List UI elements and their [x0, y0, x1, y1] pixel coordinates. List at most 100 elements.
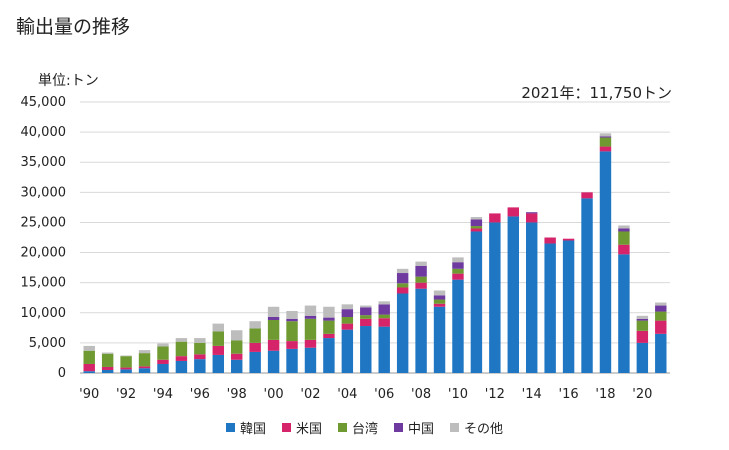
- x-tick-label: '08: [411, 387, 431, 402]
- bar-segment: [655, 333, 667, 373]
- bar-segment: [415, 265, 427, 277]
- x-tick-label: '18: [595, 387, 615, 402]
- bar-segment: [157, 363, 169, 373]
- legend-item: 韓国: [225, 418, 266, 437]
- bar-segment: [341, 323, 354, 330]
- y-tick-label: 0: [58, 366, 66, 381]
- bar-segment: [83, 363, 95, 372]
- y-tick-label: 5,000: [29, 336, 66, 351]
- bar-segment: [452, 262, 464, 269]
- bar-segment: [378, 314, 390, 319]
- bar-segment: [470, 231, 483, 373]
- y-axis: 0 5,000 10,000 15,000 20,000 25,000 30,000 35,0…: [21, 95, 67, 381]
- bar-segment: [323, 306, 335, 318]
- x-tick-label: '10: [448, 387, 468, 402]
- bar-segment: [231, 330, 243, 341]
- bar-segment: [341, 304, 354, 310]
- bar-segment: [360, 305, 372, 308]
- bar-segment: [470, 228, 483, 232]
- legend-swatch: [281, 423, 291, 432]
- bar-segment: [212, 345, 224, 355]
- bar-segment: [212, 323, 224, 332]
- bar-segment: [507, 207, 519, 217]
- bar-segment: [267, 350, 280, 373]
- bar-segment: [323, 320, 335, 334]
- y-tick-label: 20,000: [21, 246, 67, 261]
- chart-title: 輸出量の推移: [16, 16, 131, 38]
- bar-segment: [267, 339, 280, 351]
- bar-segment: [341, 316, 354, 324]
- bar-segment: [286, 310, 298, 319]
- bar-segment: [396, 293, 409, 373]
- bar-segment: [470, 226, 483, 229]
- bar-segment: [655, 305, 667, 312]
- y-tick-label: 40,000: [21, 125, 67, 140]
- bar-segment: [655, 320, 667, 334]
- x-tick-label: '92: [116, 387, 136, 402]
- bar-segment: [396, 283, 409, 288]
- bar-segment: [526, 212, 538, 214]
- bar-segment: [138, 350, 151, 354]
- x-tick-label: '06: [374, 387, 394, 402]
- x-tick-label: '04: [337, 387, 357, 402]
- y-tick-label: 35,000: [21, 155, 67, 170]
- bar-segment: [636, 318, 649, 321]
- bars: [83, 133, 667, 373]
- bar-segment: [544, 237, 556, 244]
- x-tick-label: '14: [522, 387, 542, 402]
- bar-segment: [231, 359, 243, 373]
- bar-segment: [452, 268, 464, 274]
- bar-segment: [599, 146, 612, 152]
- bar-segment: [267, 320, 280, 340]
- x-tick-label: '98: [227, 387, 247, 402]
- legend-item: 中国: [394, 418, 434, 437]
- unit-label: 単位:トン: [38, 73, 99, 89]
- bar-segment: [194, 338, 206, 343]
- x-tick-label: '94: [153, 387, 173, 402]
- bar-segment: [378, 318, 390, 327]
- bar-segment: [341, 329, 354, 373]
- bar-segment: [249, 328, 261, 343]
- bar-segment: [286, 321, 298, 342]
- x-tick-label: '16: [559, 387, 579, 402]
- bar-segment: [562, 240, 575, 373]
- legend-item: 台湾: [337, 418, 378, 437]
- bar-segment: [655, 302, 667, 306]
- bar-segment: [452, 257, 464, 263]
- legend-label: 台湾: [351, 422, 378, 437]
- bar-segment: [212, 354, 224, 373]
- bar-segment: [562, 238, 575, 241]
- legend: 韓国 米国 台湾 中国 その他: [0, 418, 729, 437]
- bar-segment: [378, 326, 390, 373]
- bar-segment: [341, 309, 354, 317]
- y-tick-label: 15,000: [21, 276, 67, 291]
- bar-segment: [323, 338, 335, 373]
- bar-segment: [304, 315, 317, 319]
- bar-segment: [138, 368, 151, 373]
- bar-segment: [396, 273, 409, 284]
- bar-segment: [120, 369, 132, 373]
- bar-segment: [323, 333, 335, 339]
- bar-segment: [194, 359, 206, 373]
- bar-segment: [636, 320, 649, 331]
- bar-segment: [470, 219, 483, 227]
- bar-segment: [470, 217, 483, 220]
- bar-segment: [618, 254, 630, 373]
- y-tick-label: 10,000: [21, 306, 67, 321]
- bar-segment: [507, 216, 519, 373]
- bar-segment: [452, 273, 464, 280]
- bar-segment: [83, 371, 95, 373]
- bar-segment: [526, 222, 538, 373]
- bar-segment: [360, 318, 372, 327]
- bar-segment: [267, 316, 280, 321]
- y-tick-label: 45,000: [21, 95, 67, 110]
- bar-segment: [581, 192, 593, 199]
- bar-segment: [194, 342, 206, 355]
- bar-segment: [360, 326, 372, 373]
- bar-segment: [249, 351, 261, 373]
- bar-segment: [433, 306, 446, 373]
- bar-segment: [120, 367, 132, 370]
- bar-segment: [396, 268, 409, 274]
- bar-segment: [581, 198, 593, 373]
